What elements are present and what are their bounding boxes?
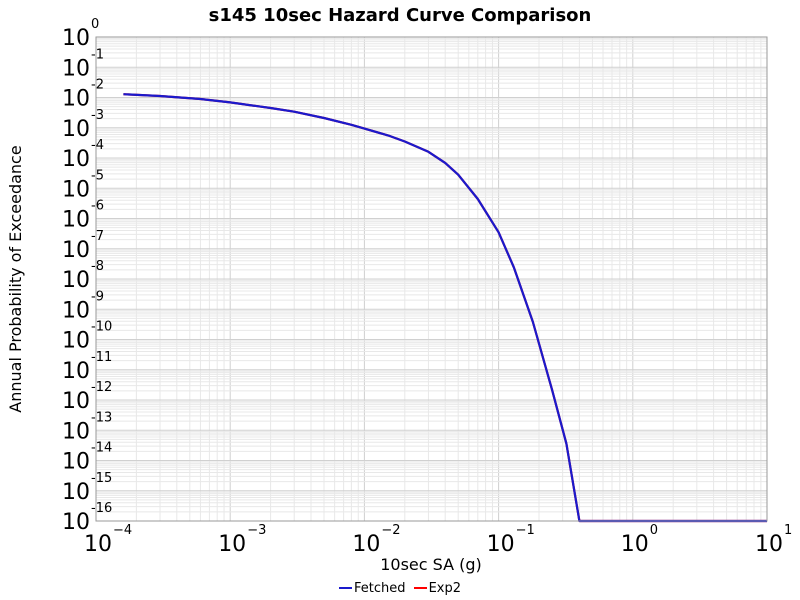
chart-title: s145 10sec Hazard Curve Comparison [209, 5, 592, 26]
y-tick-label: 10-12 [62, 380, 112, 414]
y-tick-base: 10 [62, 329, 90, 354]
series-layer [123, 93, 767, 523]
y-tick-base: 10 [62, 56, 90, 81]
y-tick-base: 10 [62, 238, 90, 263]
x-tick-exponent: −3 [247, 523, 266, 538]
y-tick-base: 10 [62, 419, 90, 444]
y-tick-base: 10 [62, 177, 90, 202]
legend-label-exp2: Exp2 [428, 580, 462, 596]
x-tick-base: 10 [487, 532, 515, 557]
y-tick-base: 10 [62, 87, 90, 112]
y-tick-label: 10-15 [62, 471, 112, 505]
y-tick-base: 10 [62, 26, 90, 51]
y-tick-exponent: -15 [91, 471, 112, 486]
y-axis-ticks: 10010-110-210-310-410-510-610-710-810-91… [62, 17, 112, 535]
y-tick-exponent: -10 [91, 320, 112, 335]
y-tick-exponent: -8 [91, 259, 104, 274]
x-tick-base: 10 [84, 532, 112, 557]
y-tick-exponent: -1 [91, 47, 104, 62]
y-tick-label: 10-9 [62, 289, 104, 323]
y-tick-exponent: -2 [91, 78, 104, 93]
legend-swatch-fetched [338, 587, 352, 589]
y-tick-label: 10-2 [62, 78, 104, 112]
x-tick-base: 10 [352, 532, 380, 557]
legend-item-fetched: Fetched [338, 580, 406, 596]
legend: Fetched Exp2 [0, 578, 800, 596]
y-tick-exponent: 0 [91, 17, 99, 32]
y-tick-exponent: -16 [91, 501, 112, 516]
y-tick-base: 10 [62, 268, 90, 293]
x-tick-base: 10 [218, 532, 246, 557]
legend-item-exp2: Exp2 [413, 580, 462, 596]
y-tick-label: 10-16 [62, 501, 112, 535]
y-tick-base: 10 [62, 117, 90, 142]
y-tick-label: 100 [62, 17, 99, 51]
y-tick-base: 10 [62, 480, 90, 505]
y-tick-label: 10-1 [62, 47, 104, 81]
x-tick-exponent: −4 [113, 523, 132, 538]
grid [95, 37, 767, 522]
y-tick-label: 10-14 [62, 441, 112, 475]
x-axis-title: 10sec SA (g) [380, 555, 482, 574]
x-tick-label: 10−4 [84, 523, 132, 557]
y-tick-label: 10-3 [62, 108, 104, 142]
y-tick-exponent: -4 [91, 138, 104, 153]
y-axis-title: Annual Probability of Exceedance [6, 145, 25, 412]
series-line-fetched [123, 93, 767, 523]
y-tick-label: 10-6 [62, 199, 104, 233]
y-tick-label: 10-10 [62, 320, 112, 354]
y-tick-exponent: -5 [91, 168, 104, 183]
y-tick-base: 10 [62, 450, 90, 475]
y-tick-exponent: -6 [91, 199, 104, 214]
y-tick-base: 10 [62, 147, 90, 172]
x-tick-label: 10−3 [218, 523, 266, 557]
y-tick-base: 10 [62, 208, 90, 233]
y-tick-label: 10-8 [62, 259, 104, 293]
y-tick-base: 10 [62, 389, 90, 414]
x-tick-exponent: 1 [784, 523, 792, 538]
legend-swatch-exp2 [413, 587, 427, 589]
y-tick-label: 10-4 [62, 138, 104, 172]
x-tick-label: 100 [621, 523, 658, 557]
y-tick-exponent: -12 [91, 380, 112, 395]
x-tick-label: 101 [755, 523, 792, 557]
y-tick-label: 10-11 [62, 350, 112, 384]
y-tick-label: 10-13 [62, 410, 112, 444]
y-tick-label: 10-7 [62, 229, 104, 263]
y-tick-exponent: -13 [91, 410, 112, 425]
x-tick-base: 10 [621, 532, 649, 557]
y-tick-base: 10 [62, 298, 90, 323]
plot-frame [95, 36, 768, 522]
legend-label-fetched: Fetched [353, 580, 406, 596]
x-tick-base: 10 [755, 532, 783, 557]
y-tick-base: 10 [62, 510, 90, 535]
x-tick-exponent: 0 [650, 523, 658, 538]
y-tick-exponent: -9 [91, 289, 104, 304]
y-tick-exponent: -3 [91, 108, 104, 123]
x-tick-label: 10−1 [487, 523, 535, 557]
y-tick-exponent: -7 [91, 229, 104, 244]
y-tick-exponent: -11 [91, 350, 112, 365]
y-tick-label: 10-5 [62, 168, 104, 202]
x-tick-exponent: −2 [381, 523, 400, 538]
y-tick-base: 10 [62, 359, 90, 384]
x-tick-exponent: −1 [516, 523, 535, 538]
y-tick-exponent: -14 [91, 441, 112, 456]
x-tick-label: 10−2 [352, 523, 400, 557]
